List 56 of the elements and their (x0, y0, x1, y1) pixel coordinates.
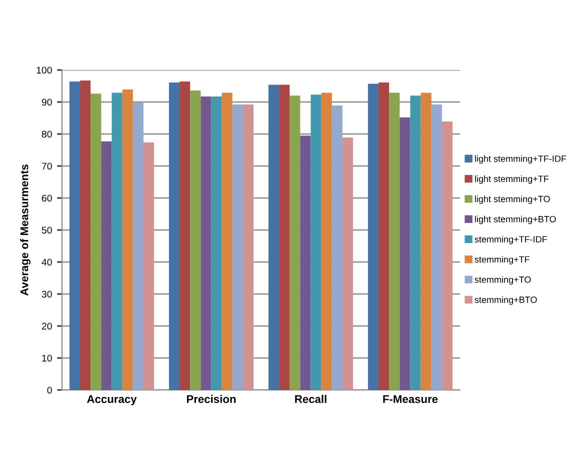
bar (190, 90, 201, 390)
legend-label: stemming+TO (474, 276, 531, 285)
y-axis-title: Average of Measurments (20, 164, 31, 296)
x-tick-label: Accuracy (87, 395, 137, 406)
y-tick-label: 40 (42, 258, 52, 266)
bar (122, 90, 133, 390)
bar (290, 96, 300, 390)
bar (310, 94, 322, 390)
bar (168, 82, 180, 390)
bar (389, 92, 400, 390)
bar (400, 117, 410, 390)
y-tick-label: 10 (42, 354, 52, 362)
legend-label: stemming+TF-IDF (474, 236, 548, 244)
legend-label: stemming+BTO (474, 296, 537, 305)
bar (90, 94, 102, 390)
legend-label: light stemming+TO (475, 196, 550, 204)
bar (242, 104, 254, 390)
y-tick-label: 80 (42, 130, 52, 138)
bar (442, 122, 453, 390)
bar (80, 80, 91, 390)
bar (279, 84, 290, 390)
bar (342, 138, 354, 390)
bar (378, 82, 390, 390)
legend-label: light stemming+TF-IDF (475, 155, 566, 164)
bar (420, 92, 432, 390)
legend-label: stemming+TF (474, 256, 530, 264)
bar (268, 84, 280, 390)
x-tick-label: Precision (186, 394, 236, 404)
y-tick-label: 60 (42, 194, 52, 202)
bar (300, 136, 311, 390)
x-tick-label: Recall (295, 394, 326, 404)
y-tick-label: 90 (42, 98, 52, 106)
bar (410, 96, 421, 390)
bar (200, 96, 212, 390)
legend-label: light stemming+BTO (475, 216, 556, 224)
y-tick-label: 50 (42, 226, 52, 234)
y-tick-label: 0 (47, 386, 52, 394)
bar (180, 82, 190, 390)
x-tick-label: F-Measure (383, 395, 438, 404)
y-tick-label: 70 (42, 162, 52, 170)
bar (232, 104, 243, 390)
bar (431, 104, 442, 390)
y-tick-label: 30 (42, 290, 52, 298)
bar (368, 84, 379, 390)
bar (222, 92, 232, 390)
bar (211, 96, 222, 390)
bar (132, 102, 144, 390)
y-tick-label: 20 (42, 322, 52, 330)
bar (321, 92, 332, 390)
legend-label: light stemming+TF (475, 175, 549, 184)
y-tick-label: 100 (36, 66, 52, 74)
bar (101, 141, 112, 390)
bar (69, 82, 80, 390)
bar (332, 106, 342, 390)
bar (143, 142, 154, 390)
bar (112, 92, 122, 390)
